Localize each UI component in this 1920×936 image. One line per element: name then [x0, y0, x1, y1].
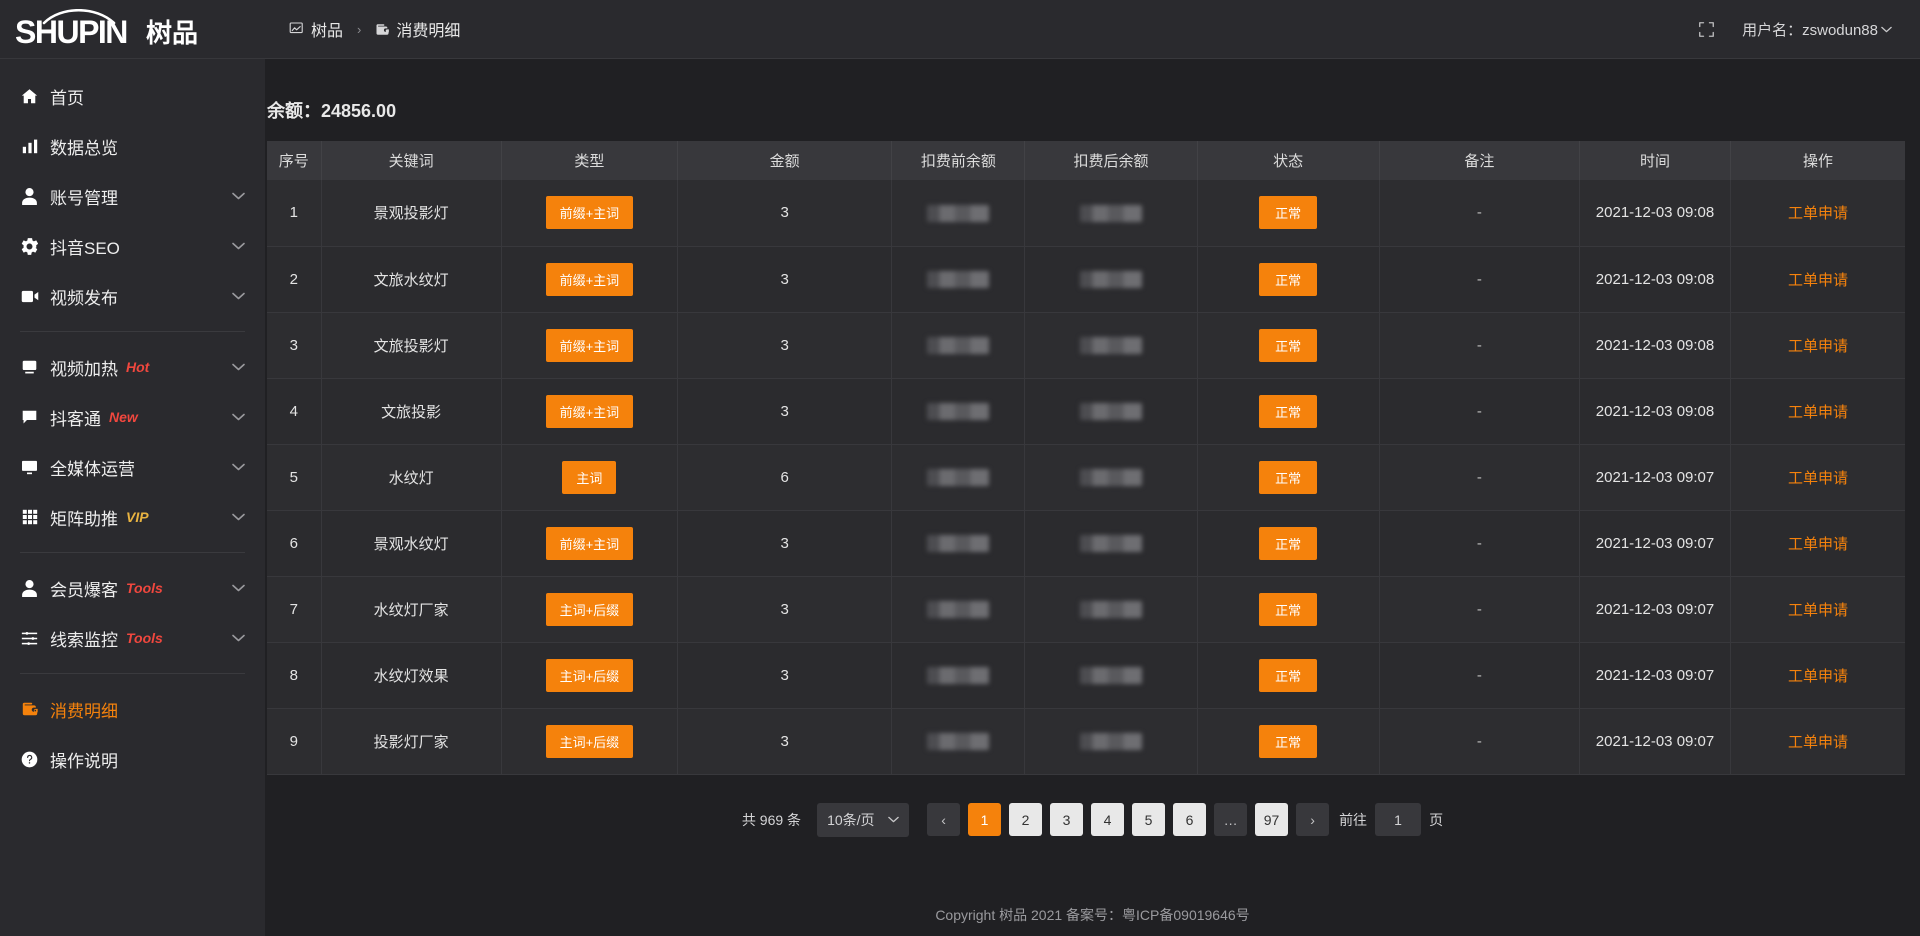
svg-text:SHUPIN: SHUPIN — [16, 14, 127, 49]
svg-text:树品: 树品 — [146, 18, 198, 48]
